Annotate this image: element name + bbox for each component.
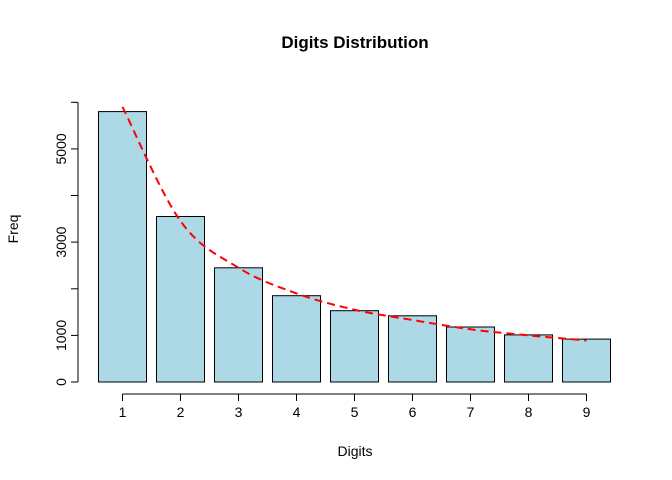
x-tick-label-1: 1 (119, 404, 127, 420)
x-tick-label-5: 5 (351, 404, 359, 420)
bar-4 (272, 295, 321, 383)
x-tick-label-6: 6 (409, 404, 417, 420)
x-tick-label-7: 7 (467, 404, 475, 420)
x-tick-label-8: 8 (525, 404, 533, 420)
dashed-trend-line (121, 106, 587, 342)
bar-3 (214, 267, 263, 383)
bar-7 (446, 326, 495, 383)
bar-2 (156, 216, 205, 383)
bar-8 (504, 334, 553, 383)
y-axis-label: Freq (5, 215, 21, 244)
bar-5 (330, 310, 379, 383)
y-axis: 0 1000 3000 5000 (53, 101, 79, 386)
x-axis: 1 2 3 4 5 6 7 8 9 (119, 393, 591, 420)
y-tick-label-5000: 5000 (53, 133, 69, 164)
bars-group (98, 111, 611, 383)
y-tick-label-3000: 3000 (53, 226, 69, 257)
overlay-curve-group (121, 106, 587, 342)
x-axis-label: Digits (337, 443, 372, 459)
y-tick-label-1000: 1000 (53, 320, 69, 351)
y-tick-label-0: 0 (53, 378, 69, 386)
x-tick-label-2: 2 (177, 404, 185, 420)
bar-6 (388, 315, 437, 383)
bar-1 (98, 111, 147, 383)
x-tick-label-9: 9 (583, 404, 591, 420)
chart-title: Digits Distribution (281, 33, 428, 52)
x-tick-label-4: 4 (293, 404, 301, 420)
bar-9 (562, 338, 611, 383)
x-tick-label-3: 3 (235, 404, 243, 420)
